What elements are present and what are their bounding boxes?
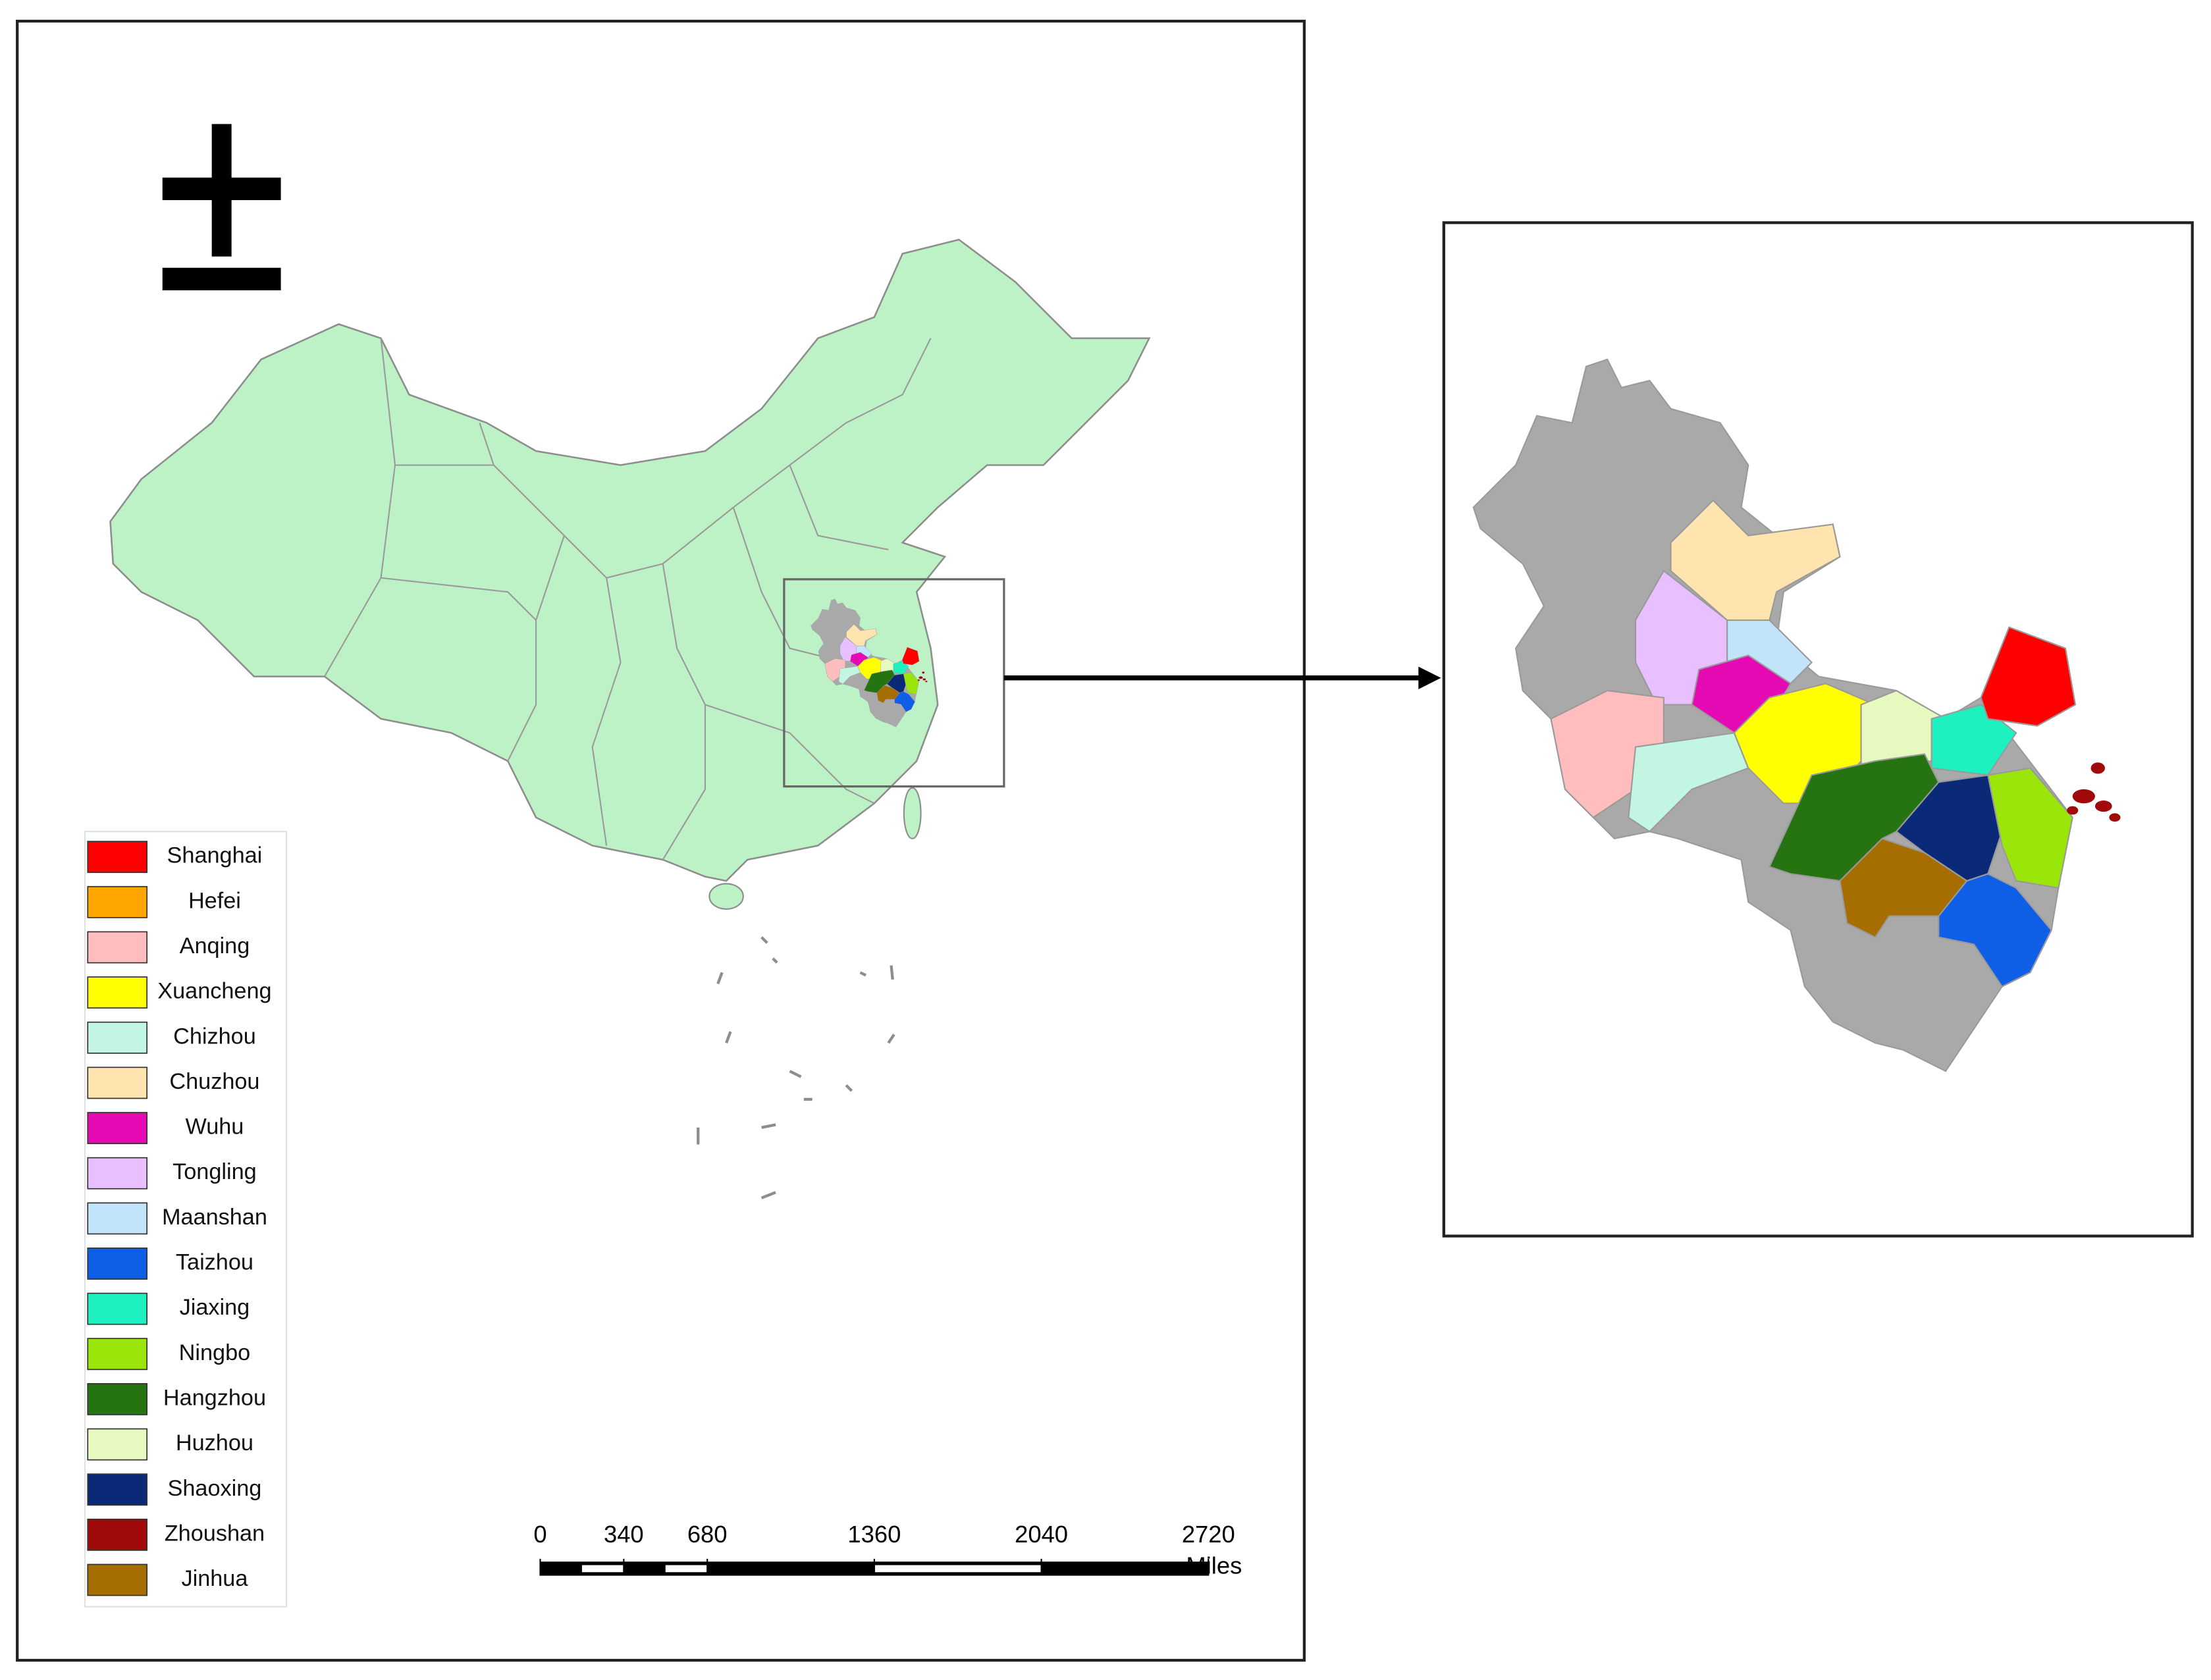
legend-swatch xyxy=(87,1473,148,1506)
legend-swatch xyxy=(87,931,148,964)
scale-tick-label: 340 xyxy=(604,1521,644,1548)
scale-bar: 0 340 680 1360 2040 2720 Miles xyxy=(533,1521,1242,1579)
legend-swatch xyxy=(87,841,148,874)
scale-unit: Miles xyxy=(1186,1552,1242,1579)
legend-swatch xyxy=(87,885,148,918)
legend-label: Ningbo xyxy=(179,1340,251,1365)
north-arrow xyxy=(162,124,281,291)
legend-swatch xyxy=(87,1021,148,1054)
legend-label: Zhoushan xyxy=(165,1521,265,1546)
legend-swatch xyxy=(87,1157,148,1190)
country-map xyxy=(109,238,1151,1199)
legend-swatch xyxy=(87,1563,148,1596)
region xyxy=(1980,626,2077,727)
legend-label: Chizhou xyxy=(173,1024,256,1049)
legend-swatch xyxy=(87,1518,148,1551)
scale-bar-segment xyxy=(874,1565,1042,1573)
legend-swatch xyxy=(87,1292,148,1325)
legend-swatch xyxy=(87,1338,148,1371)
legend-label: Anqing xyxy=(180,933,250,958)
legend-label: Xuancheng xyxy=(157,979,271,1004)
legend-label: Jiaxing xyxy=(180,1295,250,1320)
legend-label: Tongling xyxy=(173,1159,257,1184)
scale-tick-label: 2040 xyxy=(1015,1521,1068,1548)
legend-swatch xyxy=(87,1247,148,1280)
study-area-regions xyxy=(1472,358,2121,1072)
region xyxy=(1670,499,1841,621)
legend-label: Shanghai xyxy=(167,843,263,868)
legend-label: Hefei xyxy=(188,888,241,913)
scale-tick-label: 680 xyxy=(687,1521,728,1548)
legend-label: Chuzhou xyxy=(169,1069,259,1094)
region xyxy=(1938,873,2052,988)
legend-label: Wuhu xyxy=(185,1115,244,1140)
legend-swatch xyxy=(87,1428,148,1461)
region xyxy=(1986,767,2073,889)
legend-label: Jinhua xyxy=(181,1566,248,1591)
legend-label: Shaoxing xyxy=(168,1476,262,1501)
legend-label: Maanshan xyxy=(162,1205,267,1230)
island-group xyxy=(2067,762,2121,822)
legend-label: Huzhou xyxy=(176,1431,253,1456)
highlight-box xyxy=(783,578,1005,788)
scale-tick-label: 0 xyxy=(533,1521,546,1548)
legend-swatch xyxy=(87,976,148,1009)
zoom-arrow xyxy=(1003,666,1441,689)
scale-tick-label: 2720 xyxy=(1182,1521,1235,1548)
scale-bar-segment xyxy=(581,1565,624,1573)
scale-tick-label: 1360 xyxy=(847,1521,901,1548)
legend-swatch xyxy=(87,1202,148,1235)
legend: Shanghai Hefei Anqing Xuancheng Chizhou Chuzh… xyxy=(87,841,272,1596)
legend-swatch xyxy=(87,1112,148,1144)
scale-bar-segment xyxy=(665,1565,708,1573)
legend-swatch xyxy=(87,1383,148,1415)
legend-swatch xyxy=(87,1066,148,1099)
region xyxy=(1931,704,2017,776)
legend-label: Taizhou xyxy=(176,1250,253,1275)
legend-label: Hangzhou xyxy=(163,1385,266,1410)
